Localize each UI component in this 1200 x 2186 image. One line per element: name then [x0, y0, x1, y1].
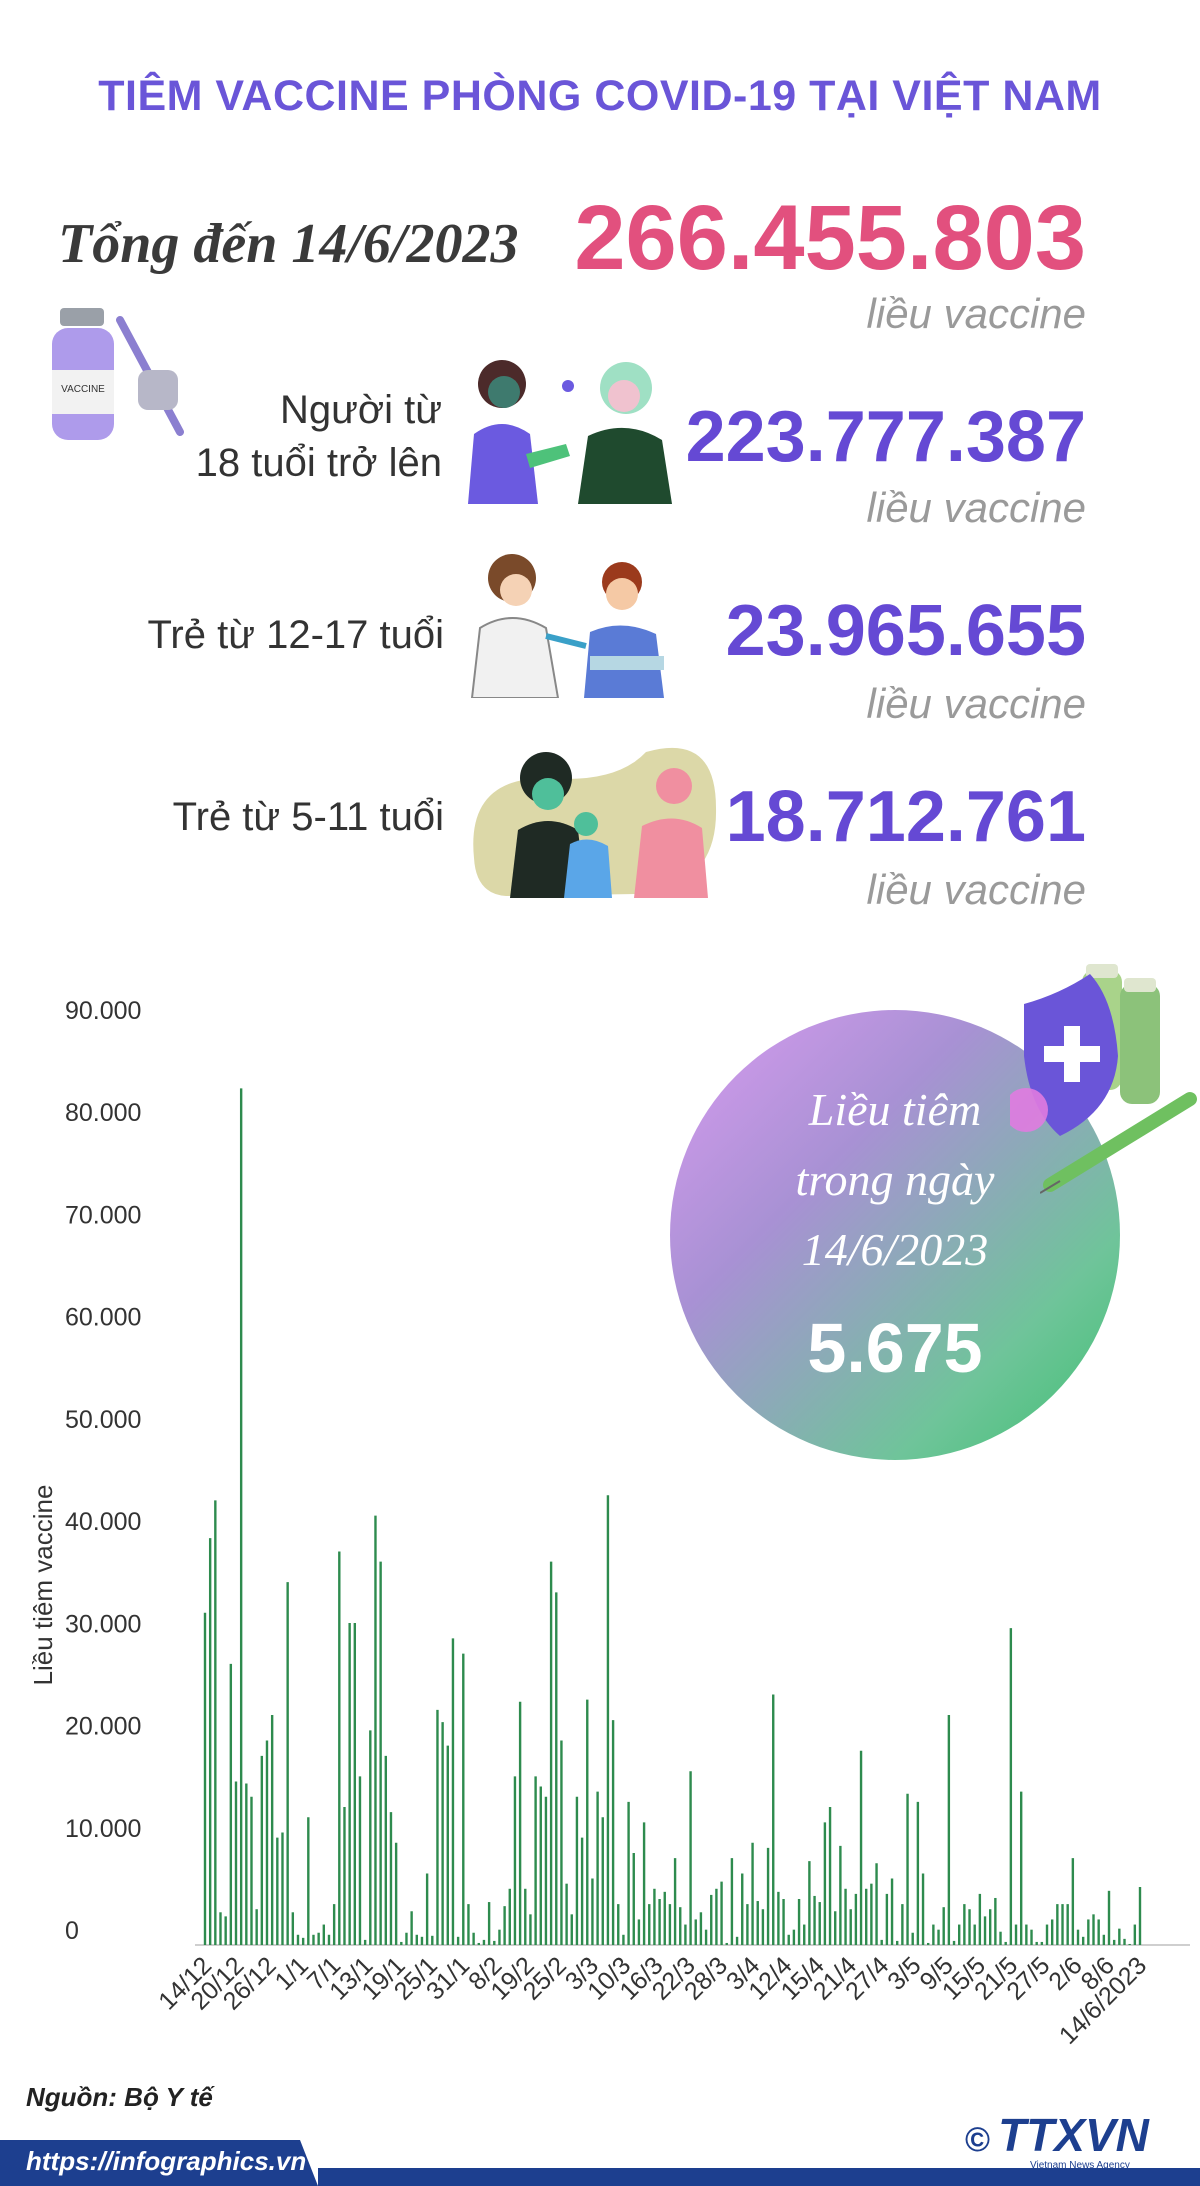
logo-text: TTXVN — [998, 2109, 1149, 2161]
syringe-icon — [1040, 1092, 1197, 1194]
source-note: Nguồn: Bộ Y tế — [26, 2082, 213, 2112]
group-adult-label-line2: 18 tuổi trở lên — [195, 441, 442, 485]
page-title: TIÊM VACCINE PHÒNG COVID-19 TẠI VIỆT NAM — [98, 72, 1102, 120]
logo-subtitle: Vietnam News Agency — [1030, 2160, 1130, 2171]
y-tick-label: 60.000 — [65, 1304, 141, 1332]
website-link[interactable]: https://infographics.vn — [26, 2146, 307, 2176]
ttxvn-logo: © TTXVN — [965, 2108, 1149, 2162]
group-adult-unit: liều vaccine — [866, 484, 1086, 531]
shield-cross-icon — [1010, 964, 1160, 1136]
daily-doses-chart: 90.000 80.000 70.000 60.000 50.000 40.000 30.0… — [28, 997, 1190, 2050]
group-adult-value: 223.777.387 — [685, 397, 1086, 477]
y-tick-label: 10.000 — [65, 1815, 141, 1843]
y-tick-label: 30.000 — [65, 1610, 141, 1638]
child-vaccination-icon — [473, 747, 717, 898]
group-teen-unit: liều vaccine — [866, 680, 1086, 727]
y-tick-label: 40.000 — [65, 1508, 141, 1536]
teen-vaccination-icon — [470, 554, 664, 698]
y-tick-label: 20.000 — [65, 1713, 141, 1741]
group-child-value: 18.712.761 — [725, 777, 1086, 857]
y-tick-label: 70.000 — [65, 1201, 141, 1229]
y-tick-label: 80.000 — [65, 1099, 141, 1127]
total-unit: liều vaccine — [866, 290, 1086, 337]
group-child-label: Trẻ từ 5-11 tuổi — [172, 795, 444, 839]
total-value: 266.455.803 — [574, 187, 1086, 289]
group-teen-label: Trẻ từ 12-17 tuổi — [147, 613, 444, 657]
group-child-unit: liều vaccine — [866, 866, 1086, 913]
total-label: Tổng đến 14/6/2023 — [58, 213, 519, 275]
copyright-symbol: © — [965, 2121, 991, 2159]
footer-bar — [0, 2140, 1200, 2186]
y-tick-label: 50.000 — [65, 1406, 141, 1434]
group-adult-label-line1: Người từ — [279, 388, 442, 432]
y-tick-label: 0 — [65, 1917, 79, 1945]
group-teen-value: 23.965.655 — [725, 591, 1086, 671]
svg-text:VACCINE: VACCINE — [61, 384, 105, 395]
adult-vaccination-icon — [468, 360, 672, 504]
vaccine-vial-icon: VACCINE — [52, 308, 184, 440]
daily-label-date: 14/6/2023 — [801, 1224, 989, 1275]
daily-value: 5.675 — [807, 1309, 983, 1387]
y-axis-label: Liều tiêm vaccine — [28, 1485, 58, 1686]
daily-label-line1: Liều tiêm — [808, 1084, 982, 1135]
daily-label-line2: trong ngày — [795, 1154, 995, 1205]
y-tick-label: 90.000 — [65, 997, 141, 1025]
